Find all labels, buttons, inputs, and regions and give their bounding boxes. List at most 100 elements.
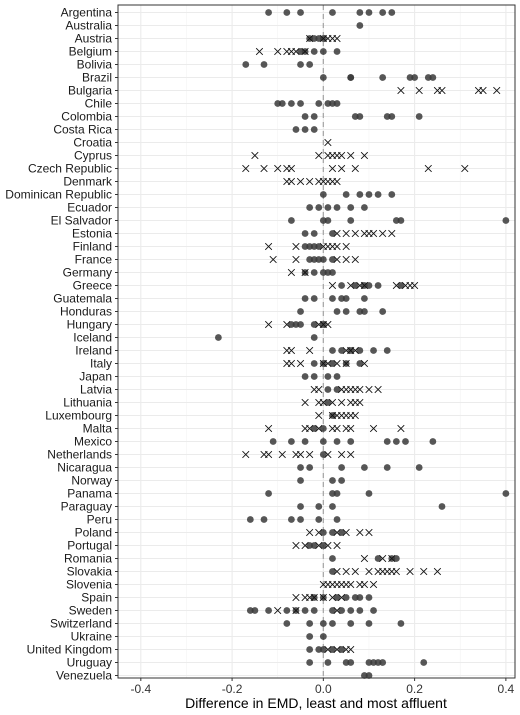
circle-point-bolivia <box>306 61 314 68</box>
cross-point-estonia <box>333 229 341 238</box>
circle-point-argentina <box>265 9 272 16</box>
cross-point-portugal <box>292 541 300 550</box>
circle-point-spain <box>333 594 341 601</box>
cross-point-czech-republic <box>260 164 268 173</box>
cross-point-malta <box>306 424 314 433</box>
circle-point-paraguay <box>438 503 446 510</box>
country-label-peru: Peru <box>87 513 112 527</box>
circle-point-dominican-republic <box>342 191 350 198</box>
circle-point-chile <box>333 100 341 107</box>
circle-point-colombia <box>301 113 309 120</box>
circle-point-norway <box>329 477 336 484</box>
country-label-dominican-republic: Dominican Republic <box>5 188 112 202</box>
circle-point-peru <box>260 516 268 523</box>
circle-point-japan <box>310 373 318 380</box>
cross-point-slovenia <box>347 580 355 589</box>
circle-point-mexico <box>301 438 309 445</box>
circle-point-ukraine <box>306 633 314 640</box>
country-label-denmark: Denmark <box>63 175 113 189</box>
cross-point-poland <box>342 528 350 537</box>
circle-point-sweden <box>283 607 291 614</box>
circle-point-dominican-republic <box>365 191 373 198</box>
cross-point-italy <box>287 359 296 368</box>
country-label-finland: Finland <box>73 240 112 254</box>
circle-point-sweden <box>301 607 309 614</box>
cross-point-france <box>351 255 359 264</box>
cross-point-finland <box>292 242 300 251</box>
cross-point-latvia <box>374 385 382 394</box>
country-label-netherlands: Netherlands <box>47 448 112 462</box>
circle-point-sweden <box>329 607 336 614</box>
circle-point-norway <box>297 477 304 484</box>
circle-point-greece <box>397 282 405 289</box>
country-label-france: France <box>75 253 113 267</box>
country-label-iceland: Iceland <box>73 331 112 345</box>
cross-point-latvia <box>356 385 364 394</box>
circle-point-argentina <box>365 9 373 16</box>
country-label-el-salvador: El Salvador <box>51 214 112 228</box>
cross-point-cyprus <box>315 151 323 160</box>
cross-point-luxembourg <box>315 411 323 420</box>
cross-point-estonia <box>351 229 359 238</box>
x-tick-label: -0.4 <box>130 682 151 696</box>
country-label-paraguay: Paraguay <box>61 500 112 514</box>
cross-point-lithuania <box>328 398 337 407</box>
country-label-sweden: Sweden <box>69 604 112 618</box>
cross-point-latvia <box>315 385 323 394</box>
x-tick-label: 0.4 <box>498 682 515 696</box>
circle-point-spain <box>356 594 364 601</box>
cross-point-france <box>269 255 277 264</box>
country-label-latvia: Latvia <box>80 383 112 397</box>
cross-point-estonia <box>379 229 387 238</box>
cross-point-croatia <box>324 138 332 147</box>
cross-point-austria <box>306 34 314 43</box>
circle-point-sweden <box>370 607 377 614</box>
circle-point-mexico <box>392 438 400 445</box>
cross-point-netherlands <box>264 450 273 459</box>
cross-point-hungary <box>324 320 332 329</box>
circle-point-ireland <box>338 347 345 354</box>
circle-point-ecuador <box>347 204 355 211</box>
cross-point-hungary <box>264 320 273 329</box>
circle-point-peru <box>246 516 254 523</box>
circle-point-switzerland <box>306 620 314 627</box>
country-label-estonia: Estonia <box>72 227 112 241</box>
country-label-united-kingdom: United Kingdom <box>27 643 112 657</box>
circle-point-honduras <box>361 308 368 315</box>
x-tick-label: 0.2 <box>406 682 423 696</box>
x-axis-ticks: -0.4 -0.2 0.0 0.2 0.4 <box>130 678 515 696</box>
circle-point-chile <box>315 100 323 107</box>
circle-point-france <box>319 256 327 263</box>
country-label-colombia: Colombia <box>61 110 112 124</box>
country-label-ukraine: Ukraine <box>71 630 113 644</box>
cross-point-slovakia <box>406 567 414 576</box>
country-label-poland: Poland <box>75 526 112 540</box>
circle-point-ecuador <box>324 204 332 211</box>
cross-point-austria <box>333 34 341 43</box>
cross-point-ireland <box>287 346 296 355</box>
circle-point-belgium <box>310 48 318 55</box>
circle-point-greece <box>374 282 382 289</box>
circle-point-united-kingdom <box>319 646 327 653</box>
circle-point-el-salvador <box>347 217 355 224</box>
circle-point-estonia <box>310 230 318 237</box>
circle-point-uruguay <box>324 659 332 666</box>
country-label-slovakia: Slovakia <box>67 565 113 579</box>
circle-point-switzerland <box>347 620 355 627</box>
cross-point-ireland <box>351 346 359 355</box>
circle-point-colombia <box>310 113 318 120</box>
circle-point-lithuania <box>324 399 332 406</box>
cross-point-denmark <box>287 177 296 186</box>
circle-point-switzerland <box>329 620 336 627</box>
cross-point-poland <box>333 528 341 537</box>
cross-point-belgium <box>301 47 309 56</box>
x-axis-title: Difference in EMD, least and most afflue… <box>185 695 447 711</box>
cross-point-malta <box>315 424 323 433</box>
circle-point-mexico <box>288 438 295 445</box>
cross-point-italy <box>296 359 305 368</box>
circle-point-iceland <box>310 334 318 341</box>
circle-point-nicaragua <box>415 464 423 471</box>
cross-point-malta <box>369 424 378 433</box>
cross-point-bulgaria <box>397 86 405 95</box>
cross-point-portugal <box>324 541 332 550</box>
